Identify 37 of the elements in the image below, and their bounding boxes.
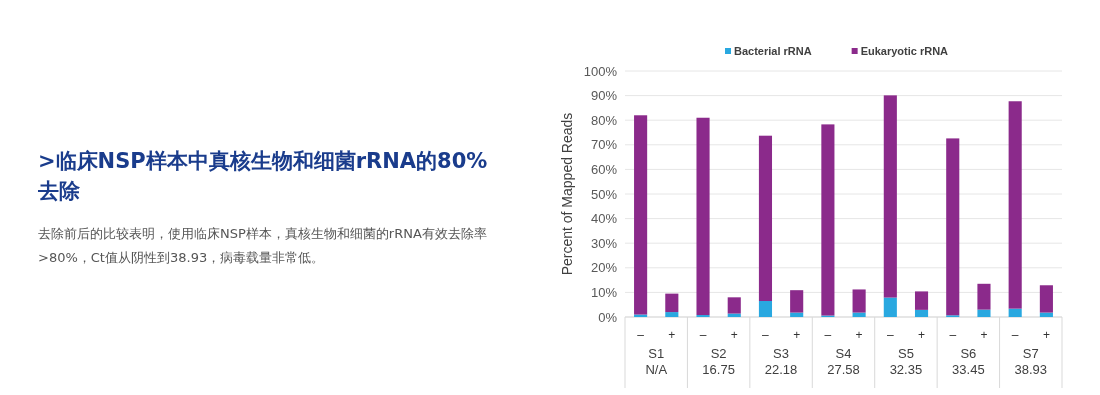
x-tick-label: – xyxy=(886,328,894,342)
x-tick-label: + xyxy=(1042,328,1050,342)
y-tick-label: 80% xyxy=(590,112,618,128)
y-tick-label: 60% xyxy=(590,161,618,177)
legend-label: Bacterial rRNA xyxy=(734,45,812,57)
y-tick-label: 0% xyxy=(598,309,618,325)
y-tick-label: 50% xyxy=(590,186,618,202)
y-tick-label: 90% xyxy=(590,88,618,104)
text: >临床NSP样本中真核生物和细菌rRNA的80%去除 xyxy=(38,148,489,205)
y-tick-label: 20% xyxy=(590,260,618,276)
y-tick-label: 10% xyxy=(590,284,618,300)
text: 去除前后的比较表明，使用临床NSP样本，真核生物和细菌的rRNA有效去除率>80%，Ct值从阴性到38.93，病毒载量非常低。 xyxy=(38,225,488,267)
text: S1 N/A xyxy=(645,346,668,377)
y-tick-label: 30% xyxy=(590,235,618,251)
y-tick-label: 100% xyxy=(583,63,618,79)
x-tick-label: – xyxy=(762,328,770,342)
legend-label: Eukaryotic rRNA xyxy=(860,45,949,57)
x-tick-label: + xyxy=(980,328,988,342)
x-tick-label: – xyxy=(1011,328,1019,342)
x-tick-label: + xyxy=(793,328,801,342)
y-tick-label: 70% xyxy=(590,137,618,153)
x-tick-label: – xyxy=(699,328,707,342)
x-tick-label: + xyxy=(855,328,863,342)
text: S5 32.35 xyxy=(889,346,923,377)
text: S7 38.93 xyxy=(1014,346,1048,377)
text: S2 16.75 xyxy=(702,346,735,377)
y-tick-label: 40% xyxy=(590,211,618,227)
x-tick-label: + xyxy=(730,328,738,342)
x-tick-label: + xyxy=(918,328,926,342)
x-tick-label: – xyxy=(824,328,832,342)
text: S3 22.18 xyxy=(764,346,798,377)
text: S4 27.58 xyxy=(827,346,860,377)
x-tick-label: – xyxy=(637,328,645,342)
x-tick-label: – xyxy=(949,328,957,342)
y-axis-title: Percent of Mapped Reads xyxy=(559,112,575,276)
x-tick-label: + xyxy=(668,328,676,342)
text: S6 33.45 xyxy=(952,346,985,377)
